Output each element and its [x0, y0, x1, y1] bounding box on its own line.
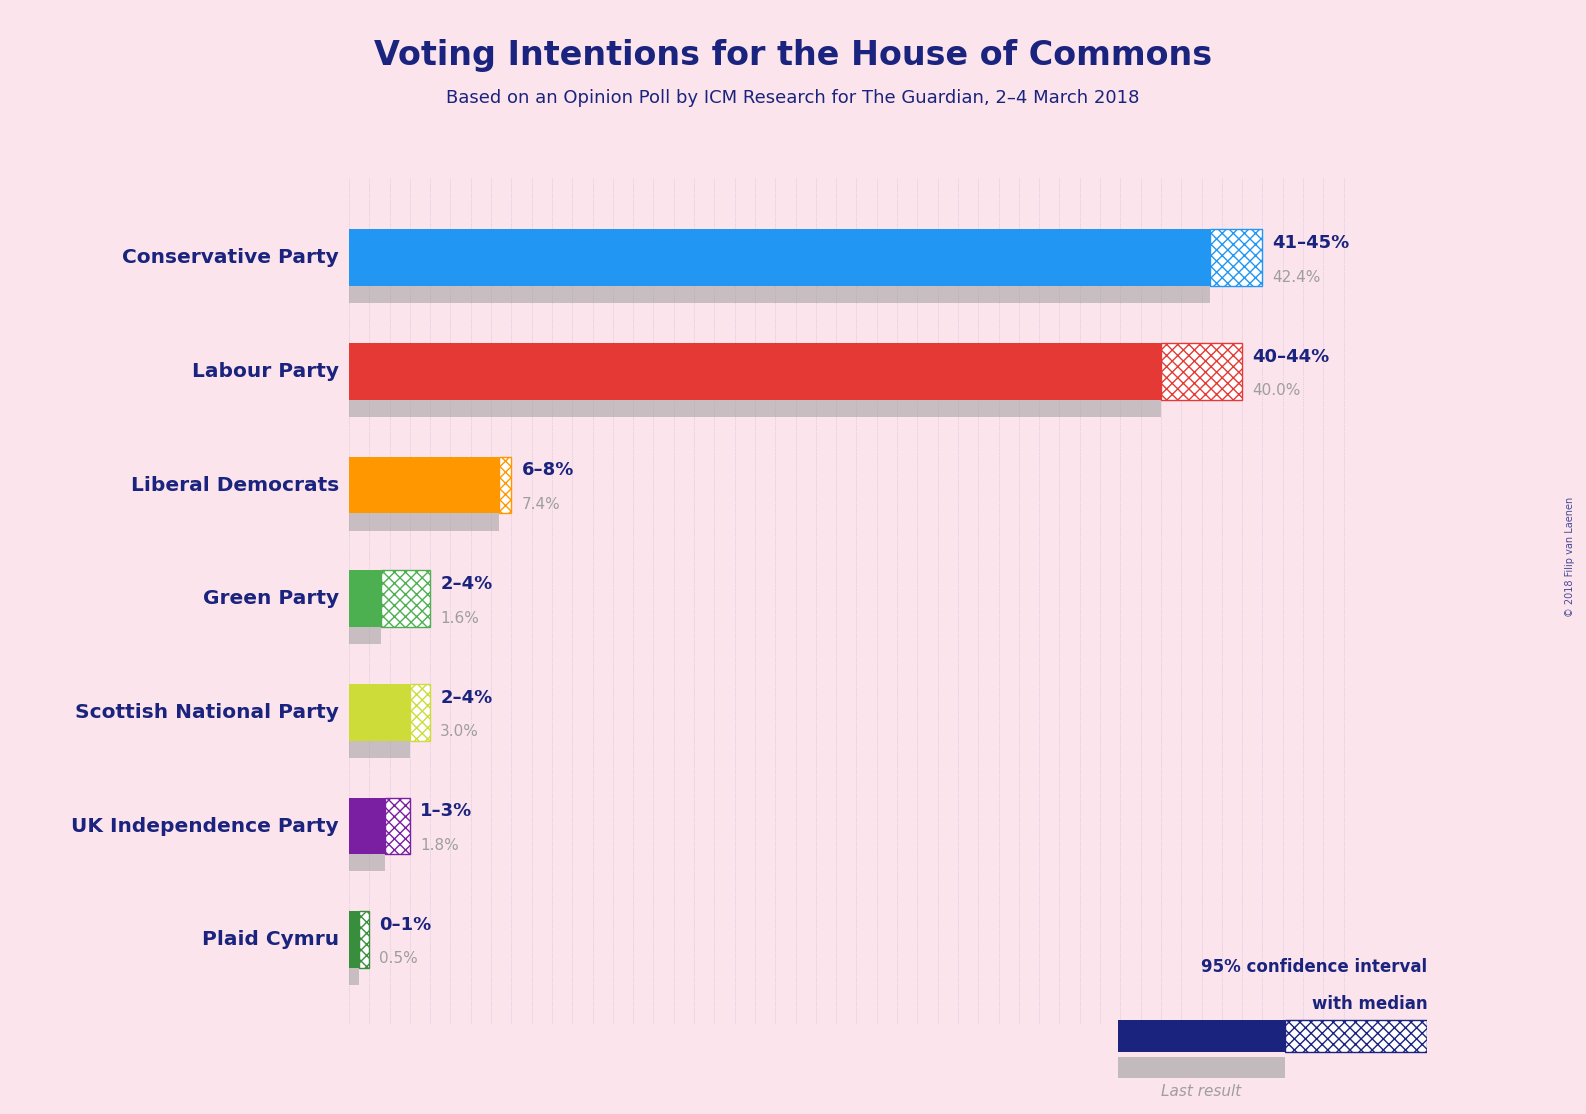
Text: 40.0%: 40.0% — [1253, 383, 1301, 398]
Bar — [385, 798, 409, 854]
Bar — [1161, 343, 1242, 400]
Bar — [1182, 245, 1262, 271]
Text: 1.6%: 1.6% — [441, 610, 479, 626]
Bar — [409, 684, 430, 741]
Text: 6–8%: 6–8% — [522, 461, 574, 479]
Bar — [349, 286, 1210, 303]
Bar — [349, 400, 1161, 417]
Bar — [349, 741, 409, 758]
Bar — [471, 472, 511, 498]
Bar — [349, 343, 1161, 400]
Text: Labour Party: Labour Party — [192, 362, 339, 381]
Bar — [349, 229, 1210, 286]
Bar — [1210, 229, 1262, 286]
Text: 42.4%: 42.4% — [1272, 270, 1321, 284]
Bar — [370, 813, 409, 839]
Bar — [358, 911, 370, 968]
Bar — [1161, 359, 1242, 384]
Bar — [1210, 229, 1262, 286]
Text: Scottish National Party: Scottish National Party — [75, 703, 339, 722]
Bar — [390, 586, 430, 612]
Bar — [358, 911, 370, 968]
Text: 0–1%: 0–1% — [379, 916, 431, 934]
Bar — [349, 927, 370, 952]
Bar — [349, 911, 358, 968]
Text: with median: with median — [1312, 996, 1427, 1014]
Bar — [381, 570, 430, 627]
Text: Conservative Party: Conservative Party — [122, 248, 339, 267]
Text: 95% confidence interval: 95% confidence interval — [1201, 958, 1427, 976]
Text: 1–3%: 1–3% — [420, 802, 473, 820]
Bar — [500, 457, 511, 514]
Text: Based on an Opinion Poll by ICM Research for The Guardian, 2–4 March 2018: Based on an Opinion Poll by ICM Research… — [446, 89, 1140, 107]
Text: Voting Intentions for the House of Commons: Voting Intentions for the House of Commo… — [374, 39, 1212, 72]
Bar — [390, 700, 430, 725]
Bar — [349, 684, 409, 741]
Bar — [1161, 343, 1242, 400]
Bar — [349, 968, 358, 985]
Text: 2–4%: 2–4% — [441, 575, 493, 593]
Bar — [349, 457, 500, 514]
Bar — [381, 570, 430, 627]
Text: 7.4%: 7.4% — [522, 497, 560, 512]
Text: 3.0%: 3.0% — [441, 724, 479, 740]
Text: Plaid Cymru: Plaid Cymru — [201, 930, 339, 949]
Text: Liberal Democrats: Liberal Democrats — [130, 476, 339, 495]
Bar — [500, 457, 511, 514]
Text: 41–45%: 41–45% — [1272, 234, 1350, 252]
Bar — [1118, 1019, 1285, 1052]
Bar — [385, 798, 409, 854]
Bar — [349, 854, 385, 871]
Bar — [1118, 1057, 1285, 1078]
Bar — [349, 570, 381, 627]
Bar — [349, 514, 500, 530]
Text: 0.5%: 0.5% — [379, 951, 419, 967]
Text: 1.8%: 1.8% — [420, 838, 458, 853]
Text: Green Party: Green Party — [203, 589, 339, 608]
Bar — [349, 798, 385, 854]
Text: UK Independence Party: UK Independence Party — [71, 817, 339, 836]
Bar — [1285, 1019, 1427, 1052]
Text: 40–44%: 40–44% — [1253, 348, 1329, 365]
Bar — [1285, 1019, 1427, 1052]
Text: Last result: Last result — [1161, 1084, 1242, 1098]
Text: © 2018 Filip van Laenen: © 2018 Filip van Laenen — [1565, 497, 1575, 617]
Text: 2–4%: 2–4% — [441, 688, 493, 706]
Bar — [409, 684, 430, 741]
Bar — [349, 627, 381, 644]
